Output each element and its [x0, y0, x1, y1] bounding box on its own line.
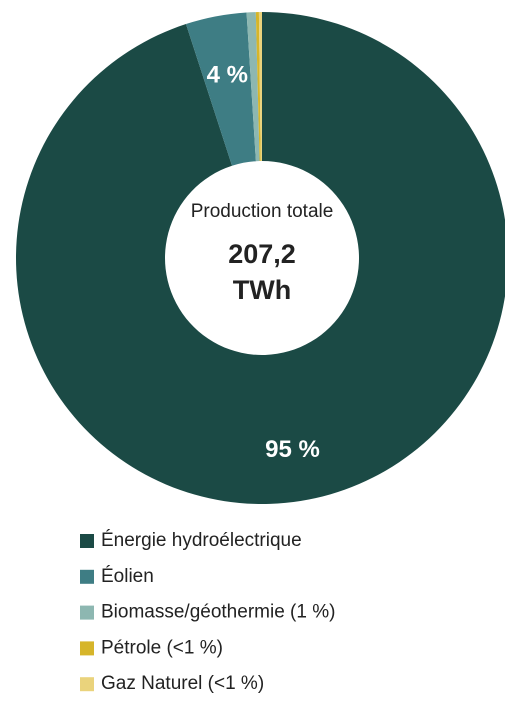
- center-value: 207,2: [228, 239, 296, 269]
- center-caption: Production totale: [191, 201, 334, 222]
- slice: [185, 12, 256, 166]
- legend-label: Énergie hydroélectrique: [101, 530, 302, 551]
- slice: [246, 12, 260, 162]
- legend-swatch: [80, 569, 94, 584]
- center-unit: TWh: [233, 275, 291, 305]
- slice: [255, 12, 261, 162]
- data-label: 4 %: [207, 62, 248, 89]
- legend-label: Pétrole (<1 %): [101, 637, 223, 658]
- slice: [258, 12, 262, 162]
- legend-swatch: [80, 605, 94, 620]
- legend-swatch: [80, 534, 94, 548]
- data-label: 95 %: [265, 436, 320, 463]
- legend-swatch: [80, 641, 94, 656]
- legend-swatch: [80, 677, 94, 692]
- legend-label: Éolien: [101, 566, 154, 587]
- donut: [16, 12, 505, 504]
- slice: [16, 12, 505, 504]
- legend-label: Gaz Naturel (<1 %): [101, 673, 264, 694]
- legend-label: Biomasse/géothermie (1 %): [101, 602, 335, 623]
